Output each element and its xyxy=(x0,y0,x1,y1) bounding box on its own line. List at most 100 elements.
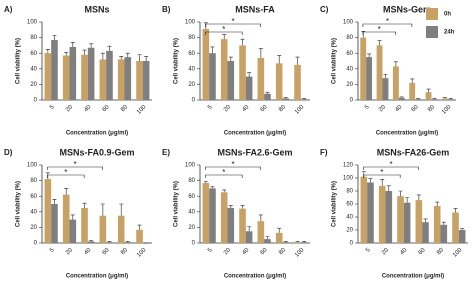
x-tick-label: 5 xyxy=(49,104,56,111)
x-axis-label: Concentration (μg/ml) xyxy=(66,274,128,280)
significance-bracket xyxy=(47,174,85,178)
panel-title: MSNs xyxy=(84,4,109,14)
error-bar xyxy=(52,34,57,40)
error-bar xyxy=(380,179,385,186)
error-bar xyxy=(100,52,105,60)
y-tick-label: 80 xyxy=(188,35,195,41)
significance-bracket xyxy=(205,174,243,178)
bar xyxy=(282,98,290,100)
bar xyxy=(87,47,95,100)
panel-title: MSNs-FA26-Gem xyxy=(377,147,450,157)
y-tick-label: 100 xyxy=(185,20,196,26)
bar xyxy=(415,200,423,243)
panel-label: C) xyxy=(320,5,329,14)
bar xyxy=(51,39,58,100)
bar xyxy=(44,179,52,243)
bar xyxy=(87,241,95,243)
y-tick-label: 40 xyxy=(188,209,195,215)
y-tick-label: 40 xyxy=(188,66,195,72)
y-tick-label: 20 xyxy=(30,225,37,231)
error-bar xyxy=(203,181,208,183)
significance-label: * xyxy=(380,168,383,177)
error-bar xyxy=(361,171,366,177)
y-tick-label: 0 xyxy=(350,241,354,247)
panel-label: F) xyxy=(320,148,328,157)
x-tick-label: 20 xyxy=(223,247,232,256)
error-bar xyxy=(70,214,75,220)
panel-label: B) xyxy=(162,5,171,14)
panel-title: MSNs-FA2.6-Gem xyxy=(217,147,292,157)
y-tick-label: 60 xyxy=(30,51,37,57)
bar xyxy=(425,92,432,100)
bar xyxy=(202,182,210,243)
panel-title: MSNs-FA xyxy=(235,4,275,14)
error-bar xyxy=(393,61,398,67)
x-tick-label: 40 xyxy=(241,104,250,113)
bar xyxy=(124,57,132,100)
x-tick-label: 80 xyxy=(278,104,287,113)
x-tick-label: 100 xyxy=(136,104,148,116)
y-tick-label: 20 xyxy=(188,82,195,88)
bar xyxy=(397,196,404,243)
y-tick-label: 40 xyxy=(346,66,353,72)
error-bar xyxy=(432,98,437,100)
error-bar xyxy=(240,38,245,46)
significance-bracket xyxy=(362,31,396,35)
error-bar xyxy=(442,97,447,99)
bar xyxy=(403,202,411,243)
bar xyxy=(458,230,466,243)
y-tick-label: 0 xyxy=(192,241,196,247)
bar xyxy=(367,182,374,243)
bar xyxy=(294,242,301,243)
error-bar xyxy=(107,45,112,51)
legend-swatch xyxy=(426,26,438,38)
error-bar xyxy=(125,241,130,243)
bar xyxy=(409,82,416,100)
legend-label: 24h xyxy=(444,30,455,36)
x-tick-label: 40 xyxy=(394,104,403,113)
significance-label: * xyxy=(231,160,234,169)
y-tick-label: 0 xyxy=(192,98,196,104)
error-bar xyxy=(125,52,130,58)
y-tick-label: 100 xyxy=(185,163,196,169)
error-bar xyxy=(426,88,431,93)
bar xyxy=(69,46,77,100)
error-bar xyxy=(283,241,288,243)
y-tick-label: 60 xyxy=(346,51,353,57)
error-bar xyxy=(383,73,388,79)
x-tick-label: 80 xyxy=(120,247,129,256)
x-tick-label: 80 xyxy=(427,104,436,113)
x-tick-label: 20 xyxy=(223,104,232,113)
x-tick-label: 100 xyxy=(136,247,148,259)
bar xyxy=(422,222,429,243)
bar xyxy=(275,232,283,243)
y-axis-label: Cell viability (%) xyxy=(174,38,180,84)
panel-title: MSNs-Gem xyxy=(383,4,431,14)
y-tick-label: 80 xyxy=(188,178,195,184)
bar xyxy=(81,207,88,243)
x-tick-label: 60 xyxy=(102,247,111,256)
error-bar xyxy=(64,188,69,195)
bar xyxy=(117,215,125,243)
x-axis-label: Concentration (μg/ml) xyxy=(224,274,286,280)
bar xyxy=(227,207,235,243)
error-bar xyxy=(52,199,57,204)
error-bar xyxy=(283,97,288,99)
bar xyxy=(392,66,399,100)
error-bar xyxy=(302,98,307,100)
panel-label: E) xyxy=(162,148,170,157)
bar xyxy=(415,99,422,100)
bar xyxy=(209,53,216,100)
bar xyxy=(239,208,246,243)
bar xyxy=(452,212,459,243)
bar xyxy=(382,78,389,100)
x-tick-label: 100 xyxy=(452,247,464,259)
y-axis-label: Cell viability (%) xyxy=(332,38,338,84)
x-axis-label: Concentration (μg/ml) xyxy=(224,131,286,137)
error-bar xyxy=(460,228,465,230)
error-bar xyxy=(295,56,300,65)
bar xyxy=(440,224,448,243)
error-bar xyxy=(377,40,382,46)
y-tick-label: 100 xyxy=(27,163,38,169)
error-bar xyxy=(64,52,69,56)
